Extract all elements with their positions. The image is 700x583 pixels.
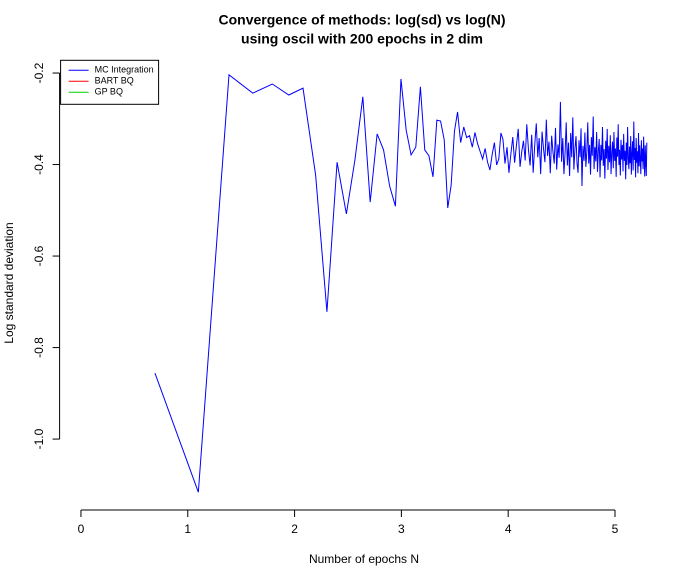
y-tick-label: -0.4 — [32, 154, 46, 175]
legend-label: BART BQ — [95, 76, 134, 86]
x-tick-label: 4 — [505, 522, 512, 536]
x-tick-label: 5 — [612, 522, 619, 536]
data-line — [154, 73, 648, 493]
x-tick-label: 3 — [398, 522, 405, 536]
x-tick-label: 1 — [184, 522, 191, 536]
y-tick-label: -0.2 — [32, 62, 46, 83]
chart-subtitle: using oscil with 200 epochs in 2 dim — [241, 31, 483, 47]
x-axis-label: Number of epochs N — [309, 552, 419, 566]
y-tick-label: -0.8 — [32, 337, 46, 358]
y-axis-label: Log standard deviation — [2, 222, 16, 343]
y-tick-label: -1.0 — [32, 428, 46, 449]
chart-title: Convergence of methods: log(sd) vs log(N… — [218, 12, 505, 28]
legend-label: MC Integration — [95, 65, 154, 75]
legend-label: GP BQ — [95, 87, 123, 97]
x-tick-label: 2 — [291, 522, 298, 536]
legend-box — [60, 59, 160, 105]
x-tick-label: 0 — [78, 522, 85, 536]
y-tick-label: -0.6 — [32, 245, 46, 266]
